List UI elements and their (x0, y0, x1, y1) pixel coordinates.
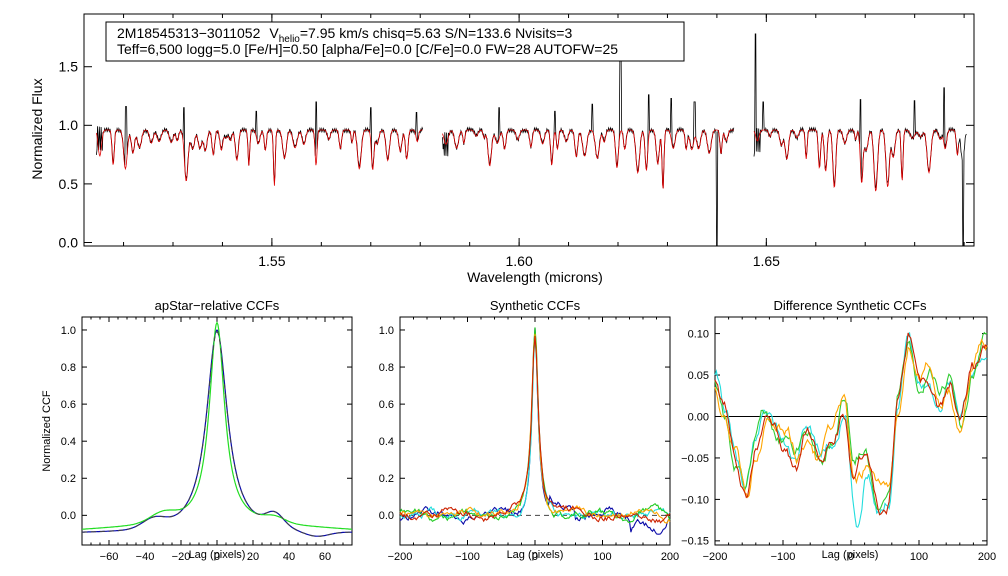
ccf-synthetic-tick-labels: −200 −100 0 100 200 0.0 0.2 0.4 0.6 0.8 1.0 (379, 325, 679, 563)
x-tick-label: 1.55 (258, 253, 285, 269)
y-tick-label: 0.0 (379, 510, 394, 522)
x-tick-label: −60 (100, 551, 119, 563)
y-tick-label: 0.8 (379, 362, 394, 374)
legend-line1-rest: =7.95 km/s chisq=5.63 S/N=133.6 Nvisits=… (300, 25, 573, 41)
ccf-synthetic-line-green (399, 327, 671, 524)
ccf-apstar-line-visit-green (82, 321, 352, 530)
legend-box (105, 21, 685, 62)
x-tick-label: −200 (388, 551, 413, 563)
model-spectrum-segment-1 (96, 129, 423, 186)
ccf-apstar-tick-labels: −60 −40 −20 0 20 40 60 0.0 0.2 0.4 0.6 0.8 1.0 (61, 325, 331, 563)
ccf-difference-line-green (714, 331, 988, 511)
legend-v-label: V (269, 25, 279, 41)
legend-line2: Teff=6,500 logg=5.0 [Fe/H]=0.50 [alpha/F… (117, 41, 618, 57)
y-tick-label: 1.0 (61, 325, 76, 337)
ccf-synthetic-lines (399, 327, 671, 535)
y-tick-label: 0.5 (59, 176, 79, 192)
ccf-apstar-line-visit-blue (82, 329, 352, 537)
model-spectrum-segment-3 (753, 129, 960, 192)
ccf-difference-xlabel: Lag (pixels) (822, 549, 879, 561)
x-tick-label: −200 (703, 551, 728, 563)
ccf-apstar-ticks (81, 317, 353, 545)
ccf-difference-line-red (714, 332, 988, 516)
x-tick-label: −40 (136, 551, 155, 563)
y-tick-label: −0.10 (681, 494, 709, 506)
ccf-apstar-line-combined-dashed (82, 331, 352, 537)
y-tick-label: 0.8 (61, 362, 76, 374)
ccf-difference-ticks (714, 317, 988, 545)
x-tick-label: 200 (978, 551, 996, 563)
y-tick-label: 0.10 (688, 328, 709, 340)
ccf-synthetic-title: Synthetic CCFs (490, 298, 581, 313)
ccf-difference-lines (714, 331, 988, 528)
legend-v-sub: helio (279, 34, 301, 45)
x-tick-label: −100 (455, 551, 480, 563)
y-tick-label: 0.00 (688, 411, 709, 423)
x-tick-label: 60 (319, 551, 331, 563)
ccf-difference-panel: Difference Synthetic CCFs −200 −100 0 100 20… (681, 298, 996, 563)
ccf-synthetic-line-red (399, 336, 671, 524)
x-tick-label: 100 (910, 551, 928, 563)
spectrum-tick-labels: 1.55 1.60 1.65 0.0 0.5 1.0 1.5 (59, 59, 781, 269)
x-tick-label: 1.65 (753, 253, 780, 269)
x-tick-label: 0 (214, 551, 220, 563)
spectrum-lines (96, 33, 967, 247)
ccf-synthetic-xlabel: Lag (pixels) (507, 549, 564, 561)
y-tick-label: 0.0 (59, 234, 79, 250)
ccf-apstar-lines (82, 321, 352, 537)
x-tick-label: 40 (283, 551, 295, 563)
ccf-synthetic-frame (399, 316, 671, 546)
ccf-difference-frame (714, 316, 988, 546)
ccf-synthetic-ticks (399, 317, 671, 545)
spectrum-xlabel: Wavelength (microns) (467, 269, 603, 285)
observed-spectrum-segment-2 (442, 52, 735, 247)
y-tick-label: 0.05 (688, 370, 709, 382)
x-tick-label: 100 (593, 551, 611, 563)
spectrum-frame (83, 13, 975, 247)
ccf-apstar-panel: apStar−relative CCFs −60 −40 −20 0 20 40 60 0.0… (41, 298, 353, 563)
x-tick-label: 200 (661, 551, 679, 563)
ccf-synthetic-line-navy (399, 327, 671, 535)
ccf-difference-line-orange (714, 338, 988, 499)
ccf-difference-title: Difference Synthetic CCFs (774, 298, 927, 313)
spectrum-ticks (84, 14, 974, 246)
spectrum-panel: 1.55 1.60 1.65 0.0 0.5 1.0 1.5 Wavelength (mic… (29, 13, 975, 285)
y-tick-label: 1.0 (59, 117, 79, 133)
y-tick-label: 0.2 (61, 473, 76, 485)
x-tick-label: −100 (771, 551, 796, 563)
legend-line1: 2M18545313−3011052 Vhelio=7.95 km/s chisq… (117, 25, 572, 45)
legend-star-id: 2M18545313−3011052 (117, 25, 261, 41)
ccf-synthetic-panel: Synthetic CCFs −200 −100 0 100 200 0.0 0.2 0.4 0… (379, 298, 679, 563)
ccf-difference-line-cyan (714, 332, 988, 528)
x-tick-label: 0 (532, 551, 538, 563)
y-tick-label: −0.05 (681, 453, 709, 465)
y-tick-label: 1.0 (379, 325, 394, 337)
model-spectrum-segment-2 (442, 129, 734, 189)
ccf-synthetic-line-orange (399, 333, 671, 524)
y-tick-label: 1.5 (59, 59, 79, 75)
observed-spectrum-segment-1 (96, 101, 424, 182)
ccf-apstar-title: apStar−relative CCFs (155, 298, 280, 313)
y-tick-label: 0.6 (61, 399, 76, 411)
y-tick-label: −0.15 (681, 536, 709, 548)
spectrum-ylabel: Normalized Flux (29, 78, 45, 179)
ccf-apstar-frame (81, 316, 353, 546)
x-tick-label: 0 (848, 551, 854, 563)
y-tick-label: 0.6 (379, 399, 394, 411)
y-tick-label: 0.2 (379, 473, 394, 485)
y-tick-label: 0.0 (61, 510, 76, 522)
y-tick-label: 0.4 (61, 436, 76, 448)
x-tick-label: 20 (247, 551, 259, 563)
x-tick-label: −20 (172, 551, 191, 563)
ccf-apstar-ylabel: Normalized CCF (41, 390, 53, 472)
spectrum-legend: 2M18545313−3011052 Vhelio=7.95 km/s chisq… (105, 21, 685, 62)
ccf-difference-tick-labels: −200 −100 0 100 200 0.10 0.05 0.00 −0.05 −0.10 −0.… (681, 328, 996, 563)
observed-spectrum-segment-3 (753, 33, 967, 247)
x-tick-label: 1.60 (505, 253, 532, 269)
ccf-synthetic-line-cyan (399, 336, 671, 522)
y-tick-label: 0.4 (379, 436, 394, 448)
ccf-apstar-xlabel: Lag (pixels) (189, 549, 246, 561)
